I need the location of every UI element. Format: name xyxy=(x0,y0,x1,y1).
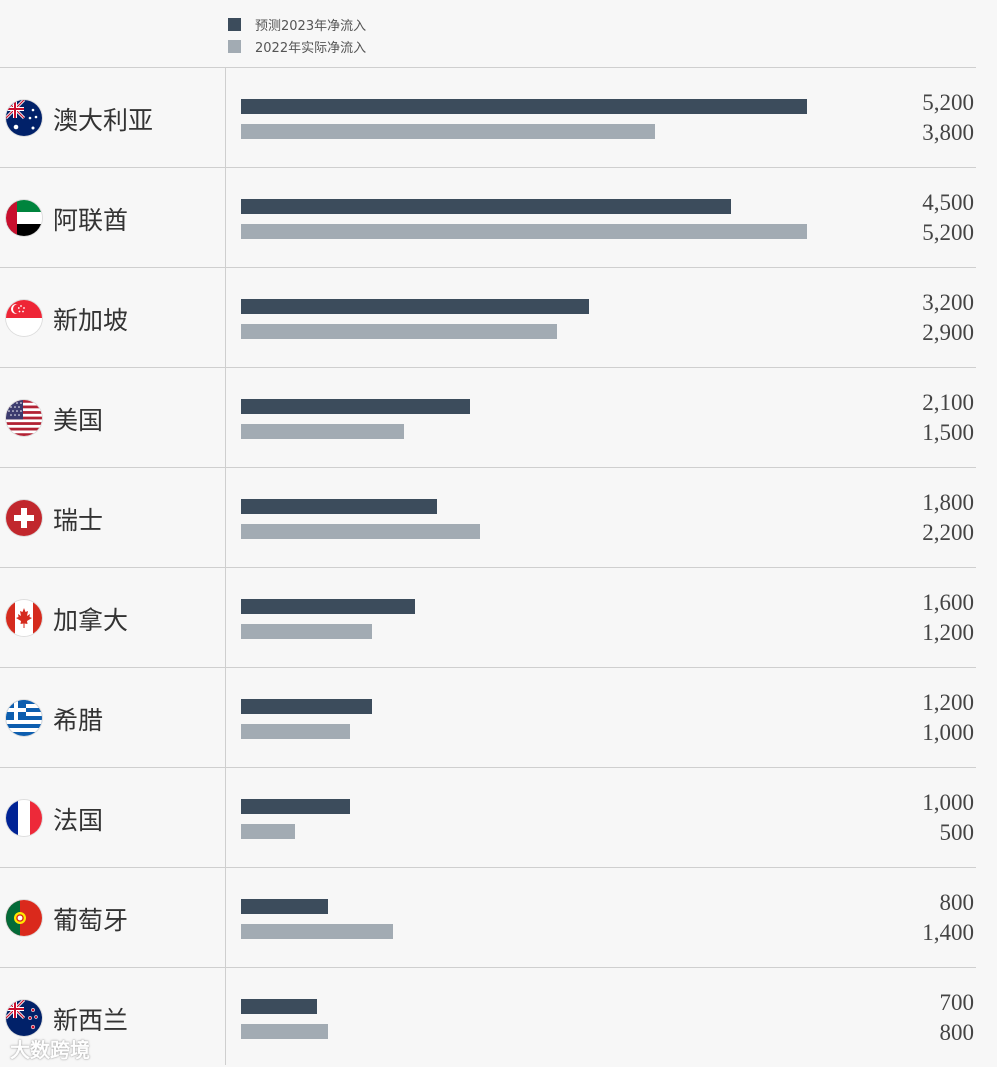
value-label-actual: 1,200 xyxy=(922,620,974,645)
category-label: 新西兰 xyxy=(53,1006,129,1035)
bar-chart: 澳大利亚 5,200 3,800 阿联酋 4,500 5,200 新加坡 3,200 2,900… xyxy=(0,67,976,1067)
value-label-forecast: 1,600 xyxy=(922,590,974,615)
value-label-forecast: 1,200 xyxy=(922,690,974,715)
bar-forecast-2023 xyxy=(241,299,590,314)
new-zealand-flag-icon xyxy=(6,1000,42,1036)
bar-forecast-2023 xyxy=(241,199,731,214)
bar-actual-2022 xyxy=(241,1024,329,1039)
bar-forecast-2023 xyxy=(241,399,470,414)
legend-label-actual: 2022年实际净流入 xyxy=(255,40,367,56)
value-label-forecast: 4,500 xyxy=(922,190,974,215)
category-label: 澳大利亚 xyxy=(53,106,154,135)
value-label-actual: 3,800 xyxy=(922,120,974,145)
bar-actual-2022 xyxy=(241,324,557,339)
value-label-forecast: 1,000 xyxy=(922,790,974,815)
chart-row: 新加坡 3,200 2,900 xyxy=(0,267,976,367)
usa-flag-icon xyxy=(6,400,42,436)
chart-row: 阿联酋 4,500 5,200 xyxy=(0,167,976,267)
bar-forecast-2023 xyxy=(241,99,807,114)
legend-swatch-forecast xyxy=(228,17,241,31)
value-label-actual: 2,900 xyxy=(922,320,974,345)
value-label-forecast: 1,800 xyxy=(922,490,974,515)
value-label-actual: 800 xyxy=(939,1020,975,1045)
bar-forecast-2023 xyxy=(241,499,437,514)
chart-row: 美国 2,100 1,500 xyxy=(0,367,976,467)
chart-row: 法国 1,000 500 xyxy=(0,767,976,867)
bar-actual-2022 xyxy=(241,624,372,639)
value-label-actual: 1,400 xyxy=(922,920,974,945)
category-label: 阿联酋 xyxy=(53,206,129,235)
canada-flag-icon xyxy=(6,600,42,636)
value-label-forecast: 3,200 xyxy=(922,290,974,315)
portugal-flag-icon xyxy=(6,900,42,936)
france-flag-icon xyxy=(6,800,42,836)
category-label: 新加坡 xyxy=(53,306,129,335)
bar-forecast-2023 xyxy=(241,699,372,714)
legend: 预测2023年净流入 2022年实际净流入 xyxy=(228,13,366,57)
bar-actual-2022 xyxy=(241,424,405,439)
greece-flag-icon xyxy=(6,700,42,736)
category-label: 法国 xyxy=(53,806,104,835)
bar-forecast-2023 xyxy=(241,799,350,814)
chart-row: 新西兰 700 800 xyxy=(0,967,976,1067)
legend-item-forecast: 预测2023年净流入 xyxy=(228,13,366,35)
singapore-flag-icon xyxy=(6,300,42,336)
bar-forecast-2023 xyxy=(241,999,318,1014)
value-label-forecast: 700 xyxy=(939,990,975,1015)
chart-row: 希腊 1,200 1,000 xyxy=(0,667,976,767)
chart-row: 加拿大 1,600 1,200 xyxy=(0,567,976,667)
bar-actual-2022 xyxy=(241,724,350,739)
value-label-actual: 1,000 xyxy=(922,720,974,745)
chart-row: 澳大利亚 5,200 3,800 xyxy=(0,67,976,167)
bar-actual-2022 xyxy=(241,524,481,539)
value-label-actual: 2,200 xyxy=(922,520,974,545)
value-label-actual: 500 xyxy=(939,820,975,845)
legend-label-forecast: 预测2023年净流入 xyxy=(255,18,367,34)
legend-item-actual: 2022年实际净流入 xyxy=(228,35,366,57)
switzerland-flag-icon xyxy=(6,500,42,536)
category-label: 葡萄牙 xyxy=(53,906,129,935)
watermark: 大数跨境 xyxy=(10,1038,90,1062)
value-label-forecast: 2,100 xyxy=(922,390,974,415)
bar-forecast-2023 xyxy=(241,599,416,614)
bar-actual-2022 xyxy=(241,824,296,839)
category-label: 加拿大 xyxy=(53,606,129,635)
category-label: 美国 xyxy=(53,406,104,435)
bar-actual-2022 xyxy=(241,924,394,939)
bar-actual-2022 xyxy=(241,224,807,239)
value-label-forecast: 800 xyxy=(939,890,975,915)
chart-row: 葡萄牙 800 1,400 xyxy=(0,867,976,967)
australia-flag-icon xyxy=(6,100,42,136)
value-label-actual: 1,500 xyxy=(922,420,974,445)
bar-actual-2022 xyxy=(241,124,655,139)
bar-forecast-2023 xyxy=(241,899,329,914)
category-label: 瑞士 xyxy=(53,506,104,535)
legend-swatch-actual xyxy=(228,39,241,53)
category-divider xyxy=(225,67,226,1065)
value-label-actual: 5,200 xyxy=(922,220,974,245)
uae-flag-icon xyxy=(6,200,42,236)
chart-row: 瑞士 1,800 2,200 xyxy=(0,467,976,567)
category-label: 希腊 xyxy=(53,706,104,735)
value-label-forecast: 5,200 xyxy=(922,90,974,115)
